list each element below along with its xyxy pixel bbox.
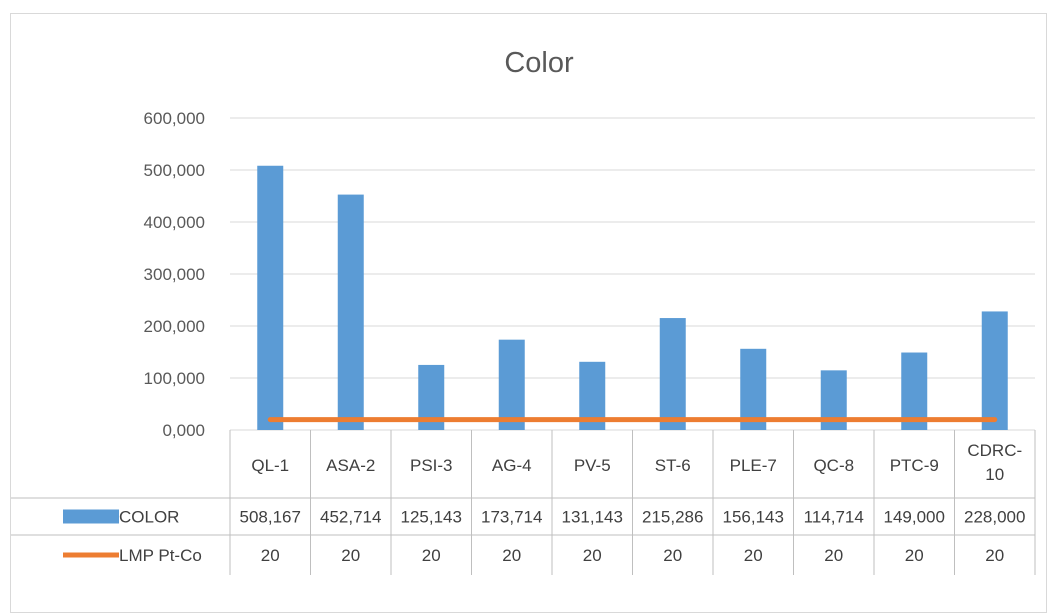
y-tick-label: 500,000 — [144, 161, 205, 180]
data-label: 20 — [744, 546, 763, 565]
data-label: 20 — [905, 546, 924, 565]
y-tick-label: 400,000 — [144, 213, 205, 232]
y-tick-label: 0,000 — [162, 421, 205, 440]
bar-ptc-9 — [901, 352, 928, 430]
data-label: 20 — [663, 546, 682, 565]
x-tick-label: QL-1 — [251, 456, 289, 475]
x-tick-label: ST-6 — [655, 456, 691, 475]
data-label: 20 — [422, 546, 441, 565]
y-axis-ticks: 0,000 100,000 200,000 300,000 400,000 500,000… — [144, 109, 205, 440]
y-tick-label: 200,000 — [144, 317, 205, 336]
data-label: 114,714 — [804, 508, 864, 527]
bar-ag-4 — [498, 339, 525, 430]
bar-ple-7 — [740, 348, 767, 430]
legend-label: LMP Pt-Co — [119, 546, 202, 565]
data-label: 20 — [583, 546, 602, 565]
x-tick-label: PSI-3 — [410, 456, 453, 475]
data-label: 20 — [261, 546, 280, 565]
x-tick-label: AG-4 — [492, 456, 532, 475]
y-tick-label: 300,000 — [144, 265, 205, 284]
bars — [257, 165, 1008, 430]
chart-frame: Color 0,000 100,000 200,000 300,000 400,000 5… — [10, 13, 1047, 613]
data-label: 20 — [502, 546, 521, 565]
x-tick-label: 10 — [985, 465, 1004, 484]
bar-cdrc-10 — [981, 311, 1008, 430]
data-label: 215,286 — [642, 508, 703, 527]
data-label: 508,167 — [240, 508, 301, 527]
x-tick-label: PLE-7 — [730, 456, 777, 475]
data-label: 156,143 — [723, 508, 784, 527]
gridlines — [230, 117, 1035, 431]
data-table: QL-1 ASA-2 PSI-3 AG-4 PV-5 ST-6 PLE-7 QC-8 PTC-9… — [11, 430, 1036, 575]
bar-ql-1 — [257, 165, 284, 430]
legend-key-color — [63, 509, 119, 524]
chart-svg: Color 0,000 100,000 200,000 300,000 400,000 5… — [11, 47, 1036, 575]
x-tick-label: QC-8 — [813, 456, 854, 475]
y-tick-label: 600,000 — [144, 109, 205, 128]
data-label: 20 — [985, 546, 1004, 565]
bar-st-6 — [659, 318, 686, 430]
data-label: 228,000 — [964, 508, 1025, 527]
data-label: 131,143 — [562, 508, 623, 527]
data-label: 20 — [824, 546, 843, 565]
data-label: 149,000 — [884, 508, 945, 527]
data-label: 20 — [341, 546, 360, 565]
data-label: 173,714 — [481, 508, 542, 527]
legend-label: COLOR — [119, 508, 179, 527]
data-label: 125,143 — [401, 508, 462, 527]
chart-title: Color — [504, 47, 574, 79]
y-tick-label: 100,000 — [144, 369, 205, 388]
bar-asa-2 — [337, 194, 364, 430]
x-tick-label: ASA-2 — [326, 456, 375, 475]
x-tick-label: PV-5 — [574, 456, 611, 475]
x-tick-label: PTC-9 — [890, 456, 939, 475]
x-tick-label: CDRC- — [967, 441, 1022, 460]
data-label: 452,714 — [320, 508, 381, 527]
